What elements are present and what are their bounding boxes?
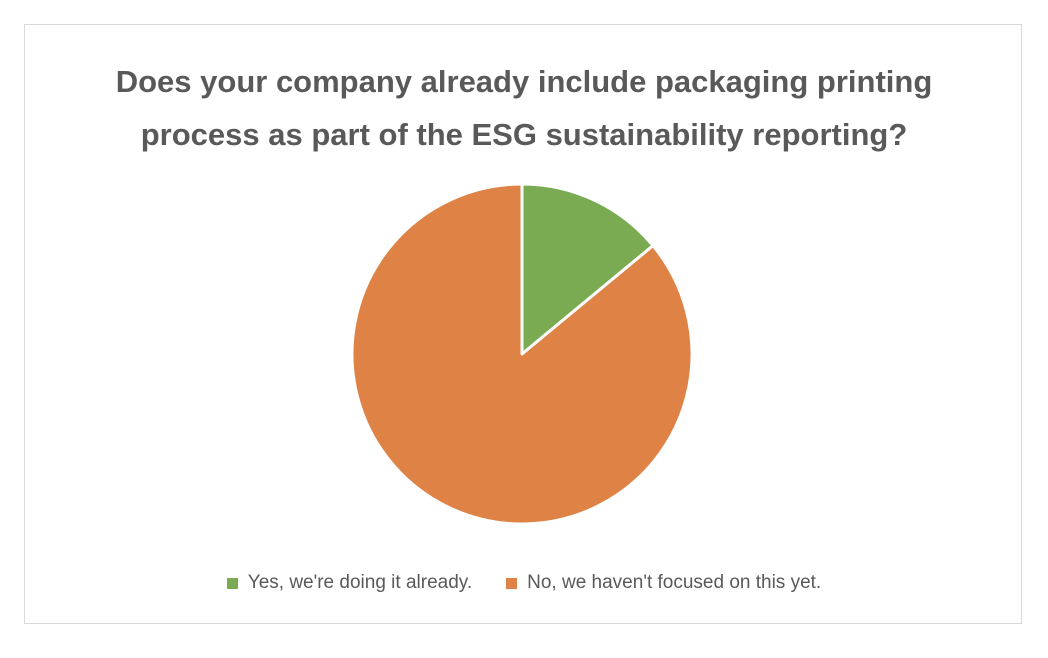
legend-label-yes: Yes, we're doing it already.	[247, 572, 473, 593]
legend-swatch-no	[506, 577, 518, 589]
chart-title-line-2: process as part of the ESG sustainabilit…	[140, 117, 908, 152]
chart-title: Does your company already include packag…	[25, 55, 1023, 161]
legend-swatch-yes	[226, 577, 238, 589]
chart-area: Does your company already include packag…	[24, 24, 1022, 624]
legend-item-no: No, we haven't focused on this yet.	[506, 572, 821, 594]
pie-slice-yes	[520, 182, 655, 356]
chart-title-line-1: Does your company already include packag…	[115, 64, 933, 99]
legend: Yes, we're doing it already. No, we have…	[25, 572, 1023, 594]
legend-item-yes: Yes, we're doing it already.	[226, 572, 473, 594]
pie-slice-no	[350, 182, 694, 526]
legend-label-no: No, we haven't focused on this yet.	[527, 572, 822, 593]
pie-chart	[350, 182, 694, 526]
